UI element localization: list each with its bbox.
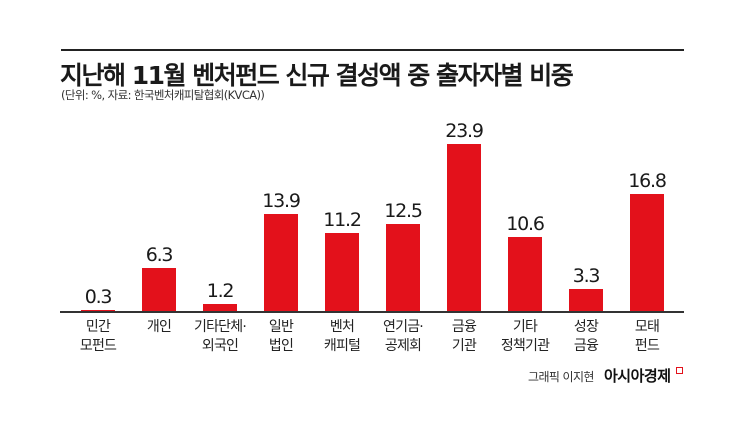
bar-value-label: 16.8 xyxy=(628,169,667,192)
category-label: 일반 법인 xyxy=(268,319,294,354)
bar-value-label: 10.6 xyxy=(506,213,545,236)
bar xyxy=(142,267,176,312)
bar xyxy=(508,237,542,312)
plot-area: 0.3 6.3 1.2 13.9 11.2 12.5 23.9 10.6 3.3 16.8 xyxy=(60,110,684,312)
bar xyxy=(447,143,481,312)
category-label: 성장 금융 xyxy=(573,319,599,354)
brand-mark-icon xyxy=(676,367,683,374)
bar-value-label: 6.3 xyxy=(145,243,174,266)
bar-value-label: 13.9 xyxy=(262,190,301,213)
bar xyxy=(325,233,359,312)
brand-logo-text: 아시아경제 xyxy=(604,367,671,385)
bar-group: 16.8 xyxy=(628,110,667,312)
category-label: 금융 기관 xyxy=(451,319,477,354)
bar-group: 12.5 xyxy=(384,110,423,312)
bar xyxy=(386,224,420,312)
x-axis-baseline xyxy=(60,311,684,313)
bar xyxy=(264,214,298,312)
bar xyxy=(569,288,603,312)
bar xyxy=(203,303,237,312)
bar-group: 13.9 xyxy=(262,110,301,312)
chart-subtitle: (단위: %, 자료: 한국벤처캐피탈협회(KVCA)) xyxy=(61,88,265,102)
bar-group: 0.3 xyxy=(81,110,115,312)
bar-group: 23.9 xyxy=(445,110,484,312)
bar-value-label: 23.9 xyxy=(445,119,484,142)
category-label: 벤처 캐피털 xyxy=(323,319,361,354)
category-label: 기타 정책기관 xyxy=(500,319,550,354)
category-label: 민간 모펀드 xyxy=(79,319,117,354)
bar-group: 11.2 xyxy=(323,110,362,312)
bar-value-label: 3.3 xyxy=(572,264,601,287)
top-rule xyxy=(61,49,684,51)
category-label: 개인 xyxy=(146,319,172,335)
category-label: 연기금· 공제회 xyxy=(383,319,424,354)
bar-value-label: 12.5 xyxy=(384,200,423,223)
category-label: 기타단체· 외국인 xyxy=(194,319,247,354)
graphic-credit: 그래픽 이지현 xyxy=(528,370,594,384)
bar-group: 10.6 xyxy=(506,110,545,312)
bar-group: 1.2 xyxy=(203,110,237,312)
chart-title: 지난해 11월 벤처펀드 신규 결성액 중 출자자별 비중 xyxy=(60,61,574,90)
bar-group: 6.3 xyxy=(142,110,176,312)
bar-value-label: 11.2 xyxy=(323,209,362,232)
category-label: 모태 펀드 xyxy=(634,319,660,354)
bar-group: 3.3 xyxy=(569,110,603,312)
bar-value-label: 0.3 xyxy=(84,285,113,308)
bar xyxy=(81,309,115,312)
bar-value-label: 1.2 xyxy=(206,279,235,302)
bar xyxy=(630,193,664,312)
